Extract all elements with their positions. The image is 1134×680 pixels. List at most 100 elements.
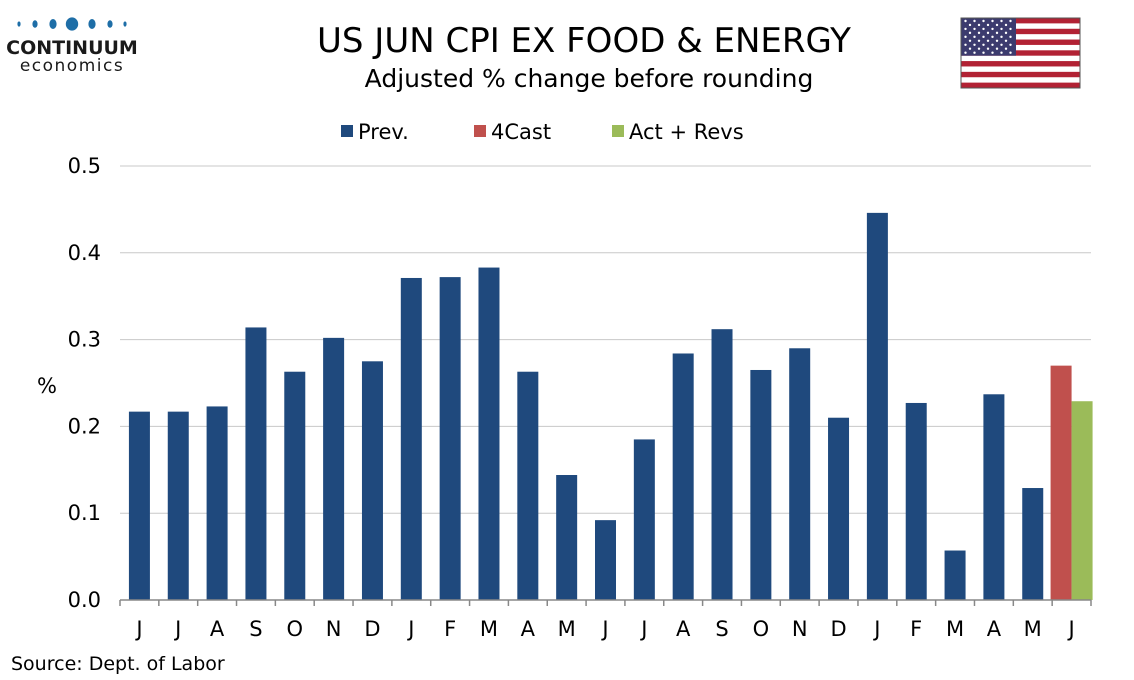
- bar-prev: [556, 475, 578, 600]
- flag-star: [982, 27, 985, 31]
- flag-star: [995, 31, 999, 35]
- flag-star: [964, 19, 967, 23]
- flag-star: [982, 43, 985, 46]
- x-tick-label: F: [910, 617, 922, 641]
- bar-prev: [944, 550, 966, 600]
- flag-star: [991, 43, 994, 46]
- bar-prev: [633, 439, 655, 600]
- logo-dot: [49, 19, 57, 29]
- bar-prev: [361, 361, 383, 600]
- flag-star: [1000, 35, 1003, 39]
- logo-dot: [17, 21, 21, 27]
- logo-dot: [123, 21, 127, 27]
- flag-star: [973, 19, 976, 23]
- flag-star: [982, 19, 985, 23]
- x-tick-label: A: [987, 617, 1002, 641]
- flag-star: [991, 27, 994, 31]
- us-flag-icon: [960, 17, 1081, 89]
- flag-stripe: [961, 71, 1080, 78]
- flag-star: [964, 51, 967, 54]
- legend-label-act-revs: Act + Revs: [629, 120, 744, 144]
- legend: Prev. 4Cast Act + Revs: [341, 120, 744, 144]
- flag-star: [1004, 23, 1008, 27]
- flag-star: [968, 31, 972, 35]
- y-axis-label: %: [37, 374, 57, 398]
- bars: [128, 212, 1093, 600]
- bar-prev: [595, 520, 616, 600]
- flag-star: [973, 35, 976, 39]
- bar-prev: [905, 402, 927, 600]
- y-tick-label: 0.0: [68, 588, 101, 612]
- continuum-logo: CONTINUUM economics: [6, 17, 138, 76]
- flag-star: [968, 47, 972, 50]
- x-tick-label: M: [946, 617, 964, 641]
- flag-star: [1000, 19, 1003, 23]
- legend-label-prev: Prev.: [358, 120, 409, 144]
- x-tick-label: S: [249, 617, 262, 641]
- y-tick-label: 0.3: [68, 328, 101, 352]
- flag-star: [982, 35, 985, 39]
- bar-prev: [1022, 488, 1044, 600]
- x-tick-label: O: [753, 617, 770, 641]
- flag-border: [960, 17, 1081, 89]
- bar-prev: [284, 371, 306, 600]
- flag-stripe: [961, 82, 1080, 88]
- flag-stripe: [961, 28, 1080, 35]
- x-tick-label: A: [676, 617, 691, 641]
- flag-star: [995, 47, 999, 50]
- x-tick-label: S: [715, 617, 728, 641]
- bar-prev: [711, 329, 733, 600]
- flag-star: [1000, 51, 1003, 54]
- bar-prev: [517, 371, 539, 600]
- flag-star: [968, 39, 972, 43]
- legend-swatch-prev: [341, 125, 353, 137]
- y-tick-label: 0.5: [68, 154, 101, 178]
- logo-name: CONTINUUM: [6, 37, 138, 59]
- logo-dots-icon: [17, 17, 127, 31]
- flag-star: [991, 35, 994, 39]
- flag-star: [995, 39, 999, 43]
- flag-star: [991, 51, 994, 54]
- y-tick-label: 0.1: [68, 501, 101, 525]
- flag-stripe: [961, 18, 1080, 24]
- logo-dot: [65, 17, 79, 31]
- flag-star: [964, 27, 967, 31]
- bar-prev: [206, 406, 228, 600]
- x-tick-label: A: [210, 617, 225, 641]
- x-tick-label: J: [639, 617, 647, 641]
- bar-act-revs: [1071, 401, 1093, 600]
- source-note: Source: Dept. of Labor: [11, 653, 225, 675]
- logo-dot: [88, 19, 96, 29]
- bar-prev: [323, 337, 345, 600]
- x-tick-label: N: [792, 617, 808, 641]
- legend-swatch-act-revs: [612, 125, 624, 137]
- flag-star: [973, 27, 976, 31]
- x-tick-label: N: [326, 617, 342, 641]
- flag-star: [1000, 43, 1003, 46]
- y-tick-labels: 0.0 0.1 0.2 0.3 0.4 0.5: [68, 154, 101, 612]
- x-tick-label: M: [480, 617, 498, 641]
- flag-star: [964, 35, 967, 39]
- x-tick-label: F: [444, 617, 456, 641]
- legend-label-4cast: 4Cast: [491, 120, 551, 144]
- bar-prev: [439, 277, 461, 600]
- chart-title: US JUN CPI EX FOOD & ENERGY: [317, 21, 851, 61]
- y-tick-label: 0.2: [68, 414, 101, 438]
- x-tick-label: M: [558, 617, 576, 641]
- bar-prev: [167, 411, 189, 600]
- x-axis: [119, 599, 1092, 606]
- bar-prev: [789, 348, 811, 600]
- bar-prev: [400, 277, 422, 600]
- bar-prev: [828, 417, 850, 600]
- flag-star: [973, 51, 976, 54]
- x-tick-label: J: [872, 617, 880, 641]
- flag-star: [995, 23, 999, 27]
- logo-dot: [107, 20, 113, 28]
- flag-star: [968, 23, 972, 27]
- bar-prev: [128, 411, 150, 600]
- flag-star: [986, 39, 990, 43]
- bar-prev: [245, 327, 267, 600]
- x-tick-label: A: [521, 617, 536, 641]
- x-tick-label: J: [600, 617, 608, 641]
